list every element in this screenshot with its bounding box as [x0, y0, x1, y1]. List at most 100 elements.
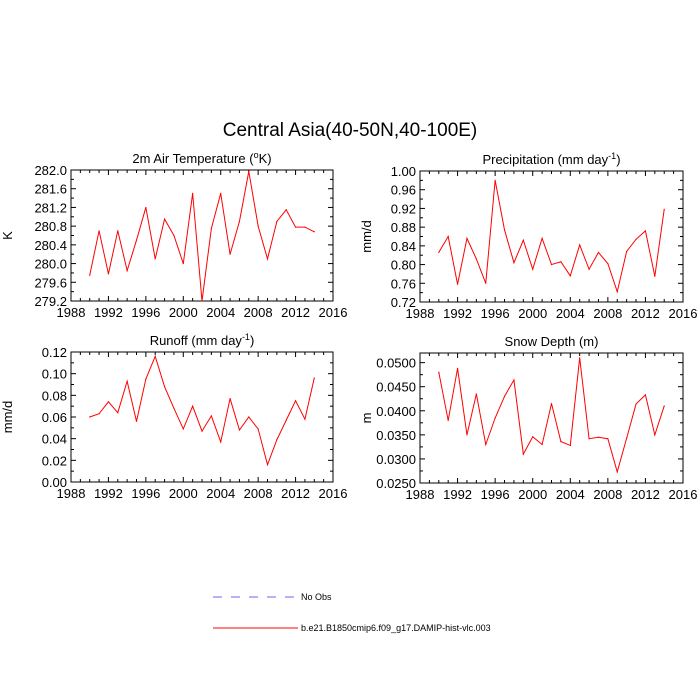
- y-tick-label: 279.6: [34, 275, 67, 290]
- panel-title-main: Runoff (mm day: [150, 333, 243, 348]
- y-tick-label: 0.76: [391, 276, 416, 291]
- data-point: [522, 239, 524, 241]
- data-point: [569, 275, 571, 277]
- data-point: [154, 355, 156, 357]
- data-point: [466, 237, 468, 239]
- data-point: [456, 283, 459, 285]
- data-point: [597, 436, 600, 438]
- data-point: [560, 440, 562, 443]
- x-tick-label: 2000: [518, 487, 547, 502]
- data-point: [513, 262, 515, 264]
- y-tick-label: 0.92: [391, 201, 416, 216]
- figure-title: Central Asia(40-50N,40-100E): [223, 120, 478, 141]
- data-point: [532, 268, 534, 270]
- data-point: [522, 453, 524, 455]
- data-point: [248, 170, 250, 173]
- y-tick-label: 0.84: [391, 239, 416, 254]
- x-tick-label: 1996: [481, 487, 510, 502]
- data-point: [257, 225, 259, 227]
- data-point: [644, 394, 647, 396]
- data-point: [616, 471, 618, 473]
- panel-snow-depth: 1988 1992 1996 2000 2004 2008 2012 2016 0.0250 0.…: [359, 334, 697, 502]
- data-point: [182, 428, 184, 430]
- data-point: [294, 226, 297, 228]
- data-point: [654, 275, 656, 277]
- data-point: [588, 268, 590, 270]
- x-tick-label: 1996: [131, 486, 160, 501]
- y-axis-label: m: [359, 413, 374, 424]
- data-point: [173, 234, 175, 237]
- x-tick-label: 2016: [669, 306, 698, 321]
- data-point: [210, 227, 212, 230]
- data-point: [117, 230, 119, 232]
- data-point: [201, 300, 203, 302]
- y-tick-label: 280.8: [34, 219, 67, 234]
- data-point: [154, 258, 156, 260]
- data-point: [266, 464, 269, 466]
- data-point: [182, 262, 184, 265]
- data-point: [635, 238, 637, 240]
- panel-title-main: 2m Air Temperature (: [132, 151, 254, 166]
- y-tick-label: 0.0350: [376, 428, 416, 443]
- y-tick-label: 0.72: [391, 295, 416, 310]
- data-point: [466, 434, 468, 436]
- x-tick-label: 2008: [593, 306, 622, 321]
- panel-title-end: K): [259, 151, 272, 166]
- x-tick-label: 2016: [319, 486, 348, 501]
- data-point: [248, 416, 250, 418]
- data-point: [541, 443, 543, 446]
- data-point: [238, 429, 241, 431]
- data-point: [635, 403, 637, 405]
- panel-title-end: ): [616, 152, 620, 167]
- y-tick-label: 0.06: [42, 410, 67, 425]
- data-point: [616, 291, 618, 293]
- panel-title-sup: o: [254, 150, 259, 160]
- panel-title-end: ): [250, 333, 254, 348]
- x-tick-label: 1996: [131, 305, 160, 320]
- x-tick-label: 2004: [206, 305, 235, 320]
- data-point: [107, 401, 110, 403]
- x-tick-label: 1992: [443, 487, 472, 502]
- legend-no-obs-label: No Obs: [301, 592, 332, 602]
- data-point: [579, 357, 581, 359]
- legend: No Obs b.e21.B1850cmip6.f09_g17.DAMIP-hi…: [213, 592, 491, 633]
- data-point: [229, 253, 231, 255]
- y-tick-label: 0.0500: [376, 356, 416, 371]
- x-tick-label: 2004: [556, 306, 585, 321]
- data-point: [532, 436, 534, 438]
- x-tick-label: 2008: [244, 305, 273, 320]
- data-point: [126, 269, 128, 272]
- data-point: [276, 439, 278, 441]
- data-point: [313, 377, 315, 379]
- data-point: [494, 417, 496, 419]
- data-point: [89, 416, 91, 418]
- x-tick-label: 2012: [631, 306, 660, 321]
- data-point: [173, 407, 175, 409]
- data-point: [607, 263, 609, 265]
- panel-title: Snow Depth (m): [505, 334, 599, 349]
- x-tick-label: 1992: [443, 306, 472, 321]
- data-point: [597, 251, 600, 254]
- data-point: [266, 258, 269, 260]
- x-tick-label: 1992: [94, 305, 123, 320]
- data-point: [192, 405, 194, 407]
- data-point: [163, 218, 166, 220]
- data-point: [304, 226, 306, 228]
- x-tick-label: 2004: [556, 487, 585, 502]
- data-point: [626, 437, 628, 439]
- y-tick-label: 0.08: [42, 388, 67, 403]
- data-point: [135, 239, 138, 241]
- data-point: [644, 230, 647, 232]
- panel-temperature: 1988 1992 1996 2000 2004 2008 2012 2016 279.2 279…: [0, 150, 347, 320]
- x-tick-label: 1988: [57, 486, 86, 501]
- data-point: [285, 209, 287, 211]
- data-point: [257, 428, 259, 430]
- x-tick-label: 2008: [593, 487, 622, 502]
- data-point: [276, 220, 278, 223]
- y-axis-label: mm/d: [359, 220, 374, 253]
- data-point: [485, 443, 487, 446]
- data-point: [550, 263, 553, 266]
- y-tick-label: 0.0300: [376, 452, 416, 467]
- data-point: [579, 244, 581, 246]
